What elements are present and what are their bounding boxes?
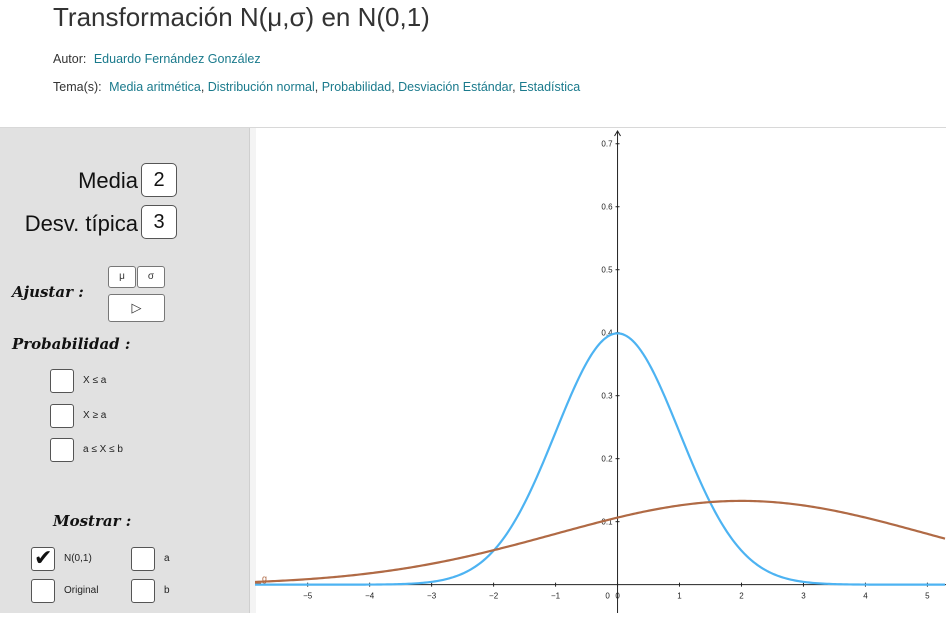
mean-input[interactable]: 2 xyxy=(141,163,177,197)
show-b-label: b xyxy=(164,585,170,596)
show-b-checkbox[interactable] xyxy=(131,579,155,603)
sd-label: Desv. típica xyxy=(24,211,138,236)
page-title: Transformación N(μ,σ) en N(0,1) xyxy=(53,2,430,32)
show-a-checkbox[interactable] xyxy=(131,547,155,571)
x-tick-label: 4 xyxy=(863,592,868,601)
show-label: Mostrar : xyxy=(53,512,132,530)
graphics-view[interactable]: −5 −4 −3 −2 −1 0 1 2 3 4 5 0 0.1 0.2 0.3 0.4 0.5 0.6 0.7 g xyxy=(254,128,946,613)
topic-link[interactable]: Media aritmética xyxy=(109,80,201,94)
y-tick-label: 0.4 xyxy=(601,329,613,338)
control-panel: Media 2 Desv. típica 3 Ajustar : μ σ ▷ P… xyxy=(0,128,249,613)
prob-between-label: a ≤ X ≤ b xyxy=(83,444,123,455)
sd-input[interactable]: 3 xyxy=(141,205,177,239)
topic-link[interactable]: Desviación Estándar xyxy=(398,80,513,94)
x-tick-label: −5 xyxy=(303,592,313,601)
show-standard-checkbox[interactable] xyxy=(31,545,55,571)
show-original-checkbox[interactable] xyxy=(31,579,55,603)
x-tick-label: 5 xyxy=(925,592,930,601)
show-a-label: a xyxy=(164,553,170,564)
show-original-label: Original xyxy=(64,585,99,596)
y-tick-label: 0.3 xyxy=(601,392,613,401)
left-marker-label: g xyxy=(262,574,267,584)
prob-ge-a-label: X ≥ a xyxy=(83,410,107,421)
play-button[interactable]: ▷ xyxy=(108,294,165,322)
adjust-label: Ajustar : xyxy=(12,283,84,301)
topic-link[interactable]: Distribución normal xyxy=(207,80,315,94)
mu-button[interactable]: μ xyxy=(108,266,136,288)
author-line: Autor: Eduardo Fernández González xyxy=(53,52,261,66)
x-tick-label: −1 xyxy=(551,592,561,601)
y-tick-label: 0.6 xyxy=(601,203,613,212)
panel-divider[interactable] xyxy=(249,128,256,613)
topic-link[interactable]: Estadística xyxy=(519,80,581,94)
series-line-N(0,1) xyxy=(255,332,945,586)
x-tick-label: −3 xyxy=(427,592,437,601)
prob-le-a-checkbox[interactable] xyxy=(50,369,74,393)
show-standard-label: N(0,1) xyxy=(64,553,92,564)
author-link[interactable]: Eduardo Fernández González xyxy=(93,52,261,66)
prob-ge-a-checkbox[interactable] xyxy=(50,404,74,428)
prob-between-checkbox[interactable] xyxy=(50,438,74,462)
x-tick-label: 0 xyxy=(615,592,620,601)
x-tick-label: 2 xyxy=(739,592,744,601)
topic-link[interactable]: Probabilidad xyxy=(321,80,392,94)
topics-line: Tema(s): Media aritmética, Distribución … xyxy=(53,80,581,94)
x-tick-label: −4 xyxy=(365,592,375,601)
y-tick-label: 0.1 xyxy=(601,518,613,527)
topics-label: Tema(s): xyxy=(53,80,102,94)
prob-le-a-label: X ≤ a xyxy=(83,375,107,386)
author-label: Autor: xyxy=(53,52,87,66)
x-tick-label: 1 xyxy=(677,592,682,601)
origin-label: 0 xyxy=(605,592,610,601)
x-tick-label: −2 xyxy=(489,592,499,601)
y-tick-label: 0.7 xyxy=(601,140,613,149)
mean-label: Media xyxy=(78,168,138,193)
x-tick-label: 3 xyxy=(801,592,806,601)
series-line-N(2,3) xyxy=(254,499,946,584)
sigma-button[interactable]: σ xyxy=(137,266,165,288)
y-tick-label: 0.5 xyxy=(601,266,613,275)
y-tick-label: 0.2 xyxy=(601,455,613,464)
y-axis-arrow xyxy=(614,130,621,137)
geogebra-applet: Media 2 Desv. típica 3 Ajustar : μ σ ▷ P… xyxy=(0,127,946,613)
normal-distribution-plot[interactable]: −5 −4 −3 −2 −1 0 1 2 3 4 5 0 0.1 0.2 0.3 0.4 0.5 0.6 0.7 g xyxy=(254,128,946,613)
probability-label: Probabilidad : xyxy=(12,335,131,353)
